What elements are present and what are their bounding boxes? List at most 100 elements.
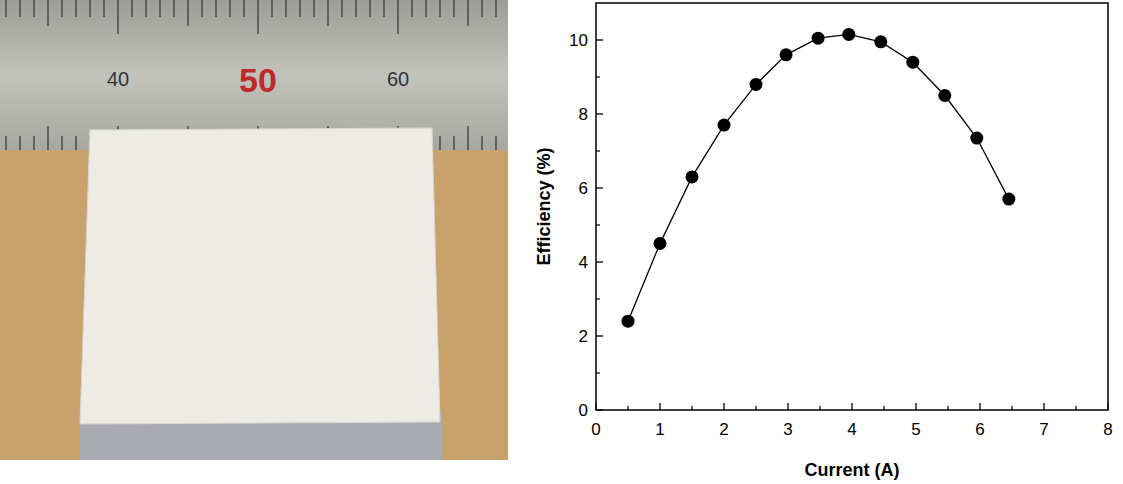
page: 4050600123456780246810Current (A)Efficie… [0,0,1123,484]
ruler-tick [61,0,62,17]
minor-tick [596,372,600,373]
minor-tick [596,150,600,151]
x-tick [723,403,724,410]
minor-tick [1011,406,1012,410]
ruler-tick [229,0,230,17]
y-tick-label: 10 [569,31,588,50]
ruler-tick [103,0,104,17]
y-axis-title: Efficiency (%) [534,147,554,265]
ruler-tick [5,0,6,17]
ruler-tick [243,0,244,17]
minor-tick [596,76,600,77]
ruler-tick [285,0,286,17]
x-tick-label: 5 [911,420,920,439]
minor-tick [691,406,692,410]
minor-tick [819,406,820,410]
ruler-tick [5,136,6,150]
data-point [750,78,763,91]
ruler-tick [453,0,454,17]
data-point [1002,193,1015,206]
minor-tick [596,224,600,225]
ruler-tick [271,0,272,17]
x-tick-label: 2 [719,420,728,439]
x-tick [915,403,916,410]
y-tick-label: 0 [579,401,588,420]
x-tick [979,403,980,410]
ruler-tick [19,0,20,17]
x-tick [595,403,596,410]
ruler-tick [75,0,76,17]
x-tick-label: 4 [847,420,856,439]
ruler-tick [201,0,202,17]
ruler-tick [89,0,90,17]
ruler-tick [439,136,440,150]
y-tick-label: 8 [579,105,588,124]
x-tick-label: 8 [1103,420,1112,439]
ruler-tick [495,0,496,17]
ruler-tick [47,126,48,150]
ruler-tick [159,0,160,17]
ruler-tick [495,136,496,150]
ruler-tick [481,136,482,150]
x-tick [1107,403,1108,410]
ruler-tick [145,0,146,17]
ruler-tick [467,126,468,150]
minor-tick [627,406,628,410]
data-point [938,89,951,102]
x-tick-label: 1 [655,420,664,439]
data-point [686,170,699,183]
ruler-tick [19,136,20,150]
data-point [874,35,887,48]
ruler [0,0,508,150]
ruler-tick [383,0,384,17]
x-tick-label: 6 [975,420,984,439]
y-tick [596,39,603,40]
minor-tick [883,406,884,410]
ruler-tick [439,0,440,17]
chart: 0123456780246810Current (A)Efficiency (%… [534,3,1113,480]
y-tick-label: 6 [579,179,588,198]
ruler-tick [453,136,454,150]
data-point [906,56,919,69]
ruler-label: 60 [387,68,409,90]
data-group [622,28,1016,328]
minor-tick [755,406,756,410]
data-point [812,32,825,45]
series-line [628,34,1009,321]
ruler-tick [341,0,342,17]
y-tick [596,409,603,410]
plot-frame [596,3,1108,410]
y-tick [596,113,603,114]
data-point [842,28,855,41]
x-tick [787,403,788,410]
ruler-tick [299,0,300,17]
y-tick-label: 4 [579,253,588,272]
x-tick-label: 7 [1039,420,1048,439]
data-point [654,237,667,250]
ruler-tick [33,136,34,150]
ruler-tick [257,0,258,34]
x-axis-title: Current (A) [805,460,900,480]
minor-tick [1075,406,1076,410]
ruler-tick [75,136,76,150]
data-point [970,132,983,145]
photo: 405060 [0,0,508,460]
ruler-tick [173,0,174,17]
ruler-tick [355,0,356,17]
data-point [622,315,635,328]
ruler-tick [327,0,328,26]
x-tick [1043,403,1044,410]
y-tick-label: 2 [579,327,588,346]
y-tick [596,187,603,188]
x-tick-label: 3 [783,420,792,439]
minor-tick [947,406,948,410]
ruler-tick [215,0,216,17]
white-sample [80,128,440,424]
ruler-tick [481,0,482,17]
x-tick [659,403,660,410]
ruler-tick [397,0,398,34]
ruler-tick [369,0,370,17]
ruler-tick [425,0,426,17]
ruler-tick [47,0,48,26]
ruler-tick [131,0,132,17]
